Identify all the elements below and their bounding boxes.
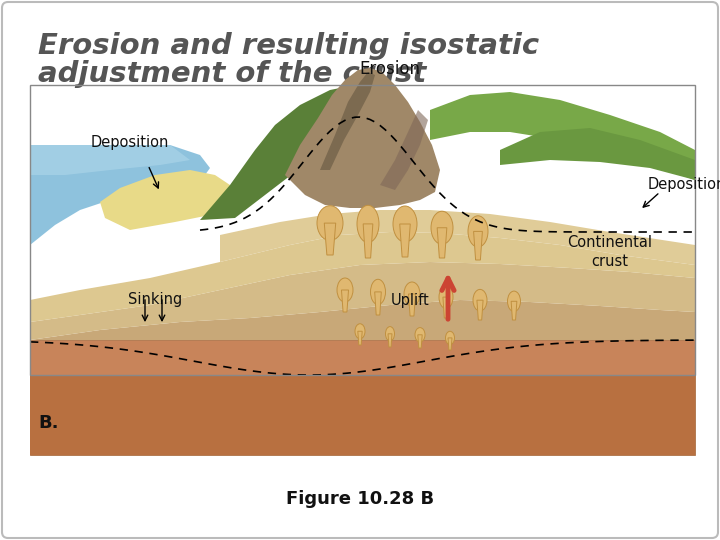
Ellipse shape [431, 211, 453, 244]
Ellipse shape [468, 216, 488, 247]
Text: Erosion: Erosion [359, 60, 420, 78]
Polygon shape [500, 128, 695, 180]
Ellipse shape [355, 324, 365, 339]
Text: Uplift: Uplift [391, 293, 430, 307]
Polygon shape [418, 335, 422, 348]
Polygon shape [474, 232, 482, 260]
Ellipse shape [404, 282, 420, 306]
Polygon shape [448, 338, 452, 350]
Text: Figure 10.28 B: Figure 10.28 B [286, 490, 434, 508]
Polygon shape [358, 331, 362, 345]
Text: Deposition: Deposition [91, 135, 169, 150]
Ellipse shape [508, 291, 521, 312]
Polygon shape [30, 340, 695, 455]
Text: Erosion and resulting isostatic: Erosion and resulting isostatic [38, 32, 539, 60]
Ellipse shape [439, 286, 453, 308]
Ellipse shape [446, 332, 454, 345]
Ellipse shape [357, 205, 379, 242]
Text: Continental
crust: Continental crust [567, 235, 652, 268]
Polygon shape [100, 170, 235, 230]
Polygon shape [200, 85, 360, 220]
Polygon shape [30, 232, 695, 322]
Polygon shape [30, 300, 695, 340]
Polygon shape [400, 224, 410, 257]
Text: adjustment of the crust: adjustment of the crust [38, 60, 426, 88]
Ellipse shape [337, 278, 353, 302]
Polygon shape [511, 301, 517, 320]
Text: Sinking: Sinking [128, 292, 182, 307]
Polygon shape [30, 145, 210, 300]
Polygon shape [374, 292, 382, 315]
Polygon shape [30, 375, 695, 455]
Polygon shape [30, 262, 695, 340]
Ellipse shape [385, 327, 395, 341]
Ellipse shape [415, 328, 425, 342]
Text: B.: B. [38, 414, 58, 432]
Polygon shape [408, 294, 415, 316]
Text: Deposition: Deposition [648, 178, 720, 192]
Polygon shape [341, 290, 348, 312]
Ellipse shape [317, 206, 343, 240]
Polygon shape [443, 297, 449, 318]
Polygon shape [324, 223, 336, 255]
Polygon shape [388, 334, 392, 347]
Polygon shape [430, 92, 695, 180]
Polygon shape [380, 110, 428, 190]
Polygon shape [477, 300, 483, 320]
Ellipse shape [473, 289, 487, 311]
Polygon shape [320, 72, 375, 170]
Ellipse shape [393, 206, 417, 242]
Polygon shape [363, 224, 373, 258]
Ellipse shape [371, 279, 385, 305]
Polygon shape [437, 228, 447, 258]
Polygon shape [285, 68, 440, 208]
Polygon shape [30, 145, 190, 175]
Polygon shape [220, 210, 695, 265]
